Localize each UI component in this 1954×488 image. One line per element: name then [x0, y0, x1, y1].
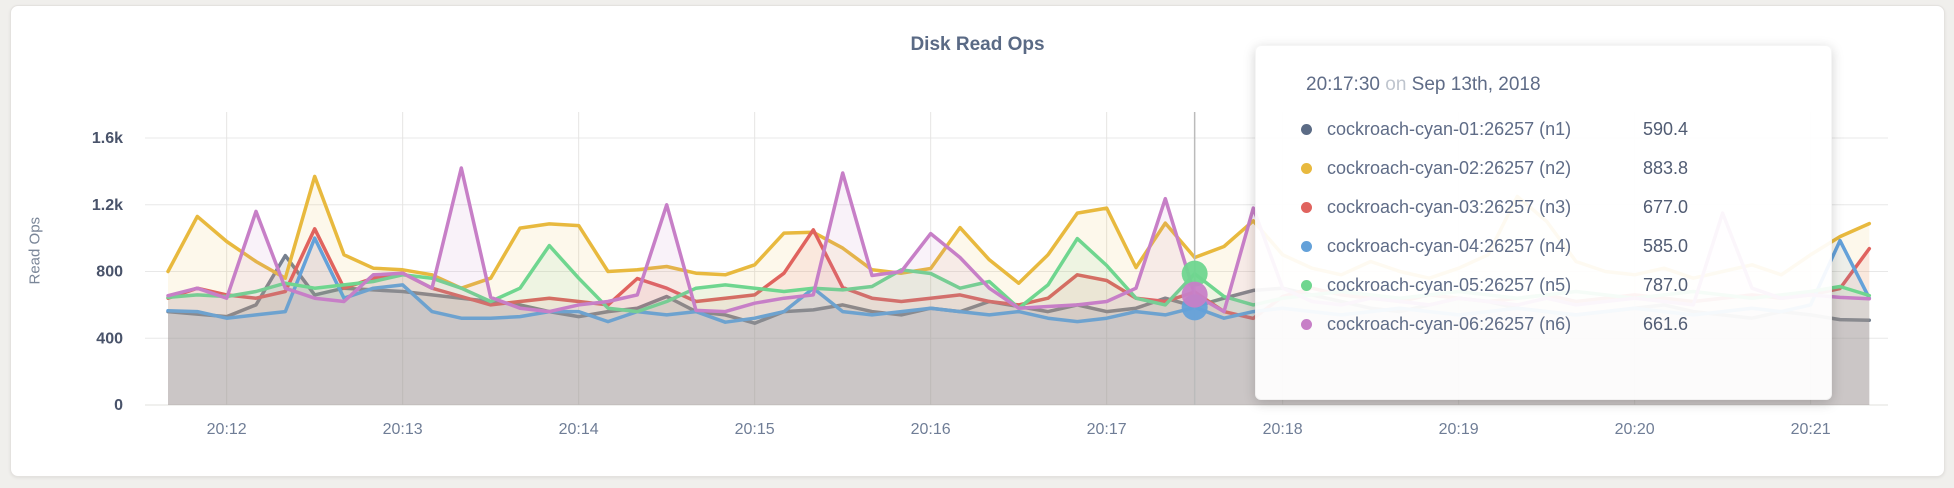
- series-color-dot-icon: [1301, 241, 1312, 252]
- tooltip-series-label: cockroach-cyan-05:26257 (n5): [1327, 275, 1572, 295]
- tooltip-series-label: cockroach-cyan-06:26257 (n6): [1327, 314, 1572, 334]
- chart-title: Disk Read Ops: [910, 34, 1045, 55]
- hover-dot: [1181, 281, 1208, 308]
- y-tick-label: 0: [114, 397, 123, 414]
- hover-dot: [1181, 260, 1208, 287]
- tooltip-row: cockroach-cyan-03:26257 (n3) 677.0: [1301, 188, 1801, 227]
- tooltip-row: cockroach-cyan-05:26257 (n5) 787.0: [1301, 266, 1801, 305]
- x-tick-label: 20:14: [559, 421, 599, 438]
- tooltip-series-label: cockroach-cyan-03:26257 (n3): [1327, 197, 1572, 217]
- y-tick-label: 1.2k: [92, 197, 123, 214]
- tooltip-series-value: 590.4: [1643, 119, 1689, 139]
- tooltip-series-value: 585.0: [1643, 236, 1689, 256]
- tooltip-series-value: 787.0: [1643, 275, 1689, 295]
- tooltip-series-label: cockroach-cyan-02:26257 (n2): [1327, 158, 1572, 178]
- x-tick-label: 20:13: [383, 421, 423, 438]
- tooltip-row: cockroach-cyan-06:26257 (n6) 661.6: [1301, 305, 1801, 344]
- x-tick-label: 20:20: [1615, 421, 1655, 438]
- y-tick-label: 800: [96, 264, 123, 281]
- tooltip-row: cockroach-cyan-02:26257 (n2) 883.8: [1301, 149, 1801, 188]
- tooltip-on-text: on: [1385, 74, 1407, 95]
- tooltip-series-value: 677.0: [1643, 197, 1689, 217]
- y-tick-label: 1.6k: [92, 130, 123, 147]
- tooltip-title: 20:17:30 on Sep 13th, 2018: [1306, 74, 1801, 96]
- tooltip-series-value: 883.8: [1643, 158, 1689, 178]
- tooltip-series-label: cockroach-cyan-01:26257 (n1): [1327, 119, 1572, 139]
- tooltip-date: Sep 13th, 2018: [1411, 74, 1541, 95]
- series-color-dot-icon: [1301, 163, 1312, 174]
- y-tick-label: 400: [96, 330, 123, 347]
- series-color-dot-icon: [1301, 124, 1312, 135]
- tooltip-time: 20:17:30: [1306, 74, 1380, 95]
- series-color-dot-icon: [1301, 202, 1312, 213]
- x-tick-label: 20:15: [735, 421, 775, 438]
- x-tick-label: 20:12: [207, 421, 247, 438]
- tooltip-series-value: 661.6: [1643, 314, 1689, 334]
- x-tick-label: 20:16: [911, 421, 951, 438]
- tooltip-series-label: cockroach-cyan-04:26257 (n4): [1327, 236, 1572, 256]
- tooltip-row: cockroach-cyan-04:26257 (n4) 585.0: [1301, 227, 1801, 266]
- x-tick-label: 20:18: [1263, 421, 1303, 438]
- hover-tooltip: 20:17:30 on Sep 13th, 2018 cockroach-cya…: [1255, 45, 1832, 400]
- series-color-dot-icon: [1301, 280, 1312, 291]
- x-tick-label: 20:19: [1439, 421, 1479, 438]
- x-tick-label: 20:17: [1087, 421, 1127, 438]
- x-tick-label: 20:21: [1791, 421, 1831, 438]
- tooltip-row: cockroach-cyan-01:26257 (n1) 590.4: [1301, 110, 1801, 149]
- series-color-dot-icon: [1301, 319, 1312, 330]
- tooltip-rows: cockroach-cyan-01:26257 (n1) 590.4 cockroa…: [1301, 110, 1801, 344]
